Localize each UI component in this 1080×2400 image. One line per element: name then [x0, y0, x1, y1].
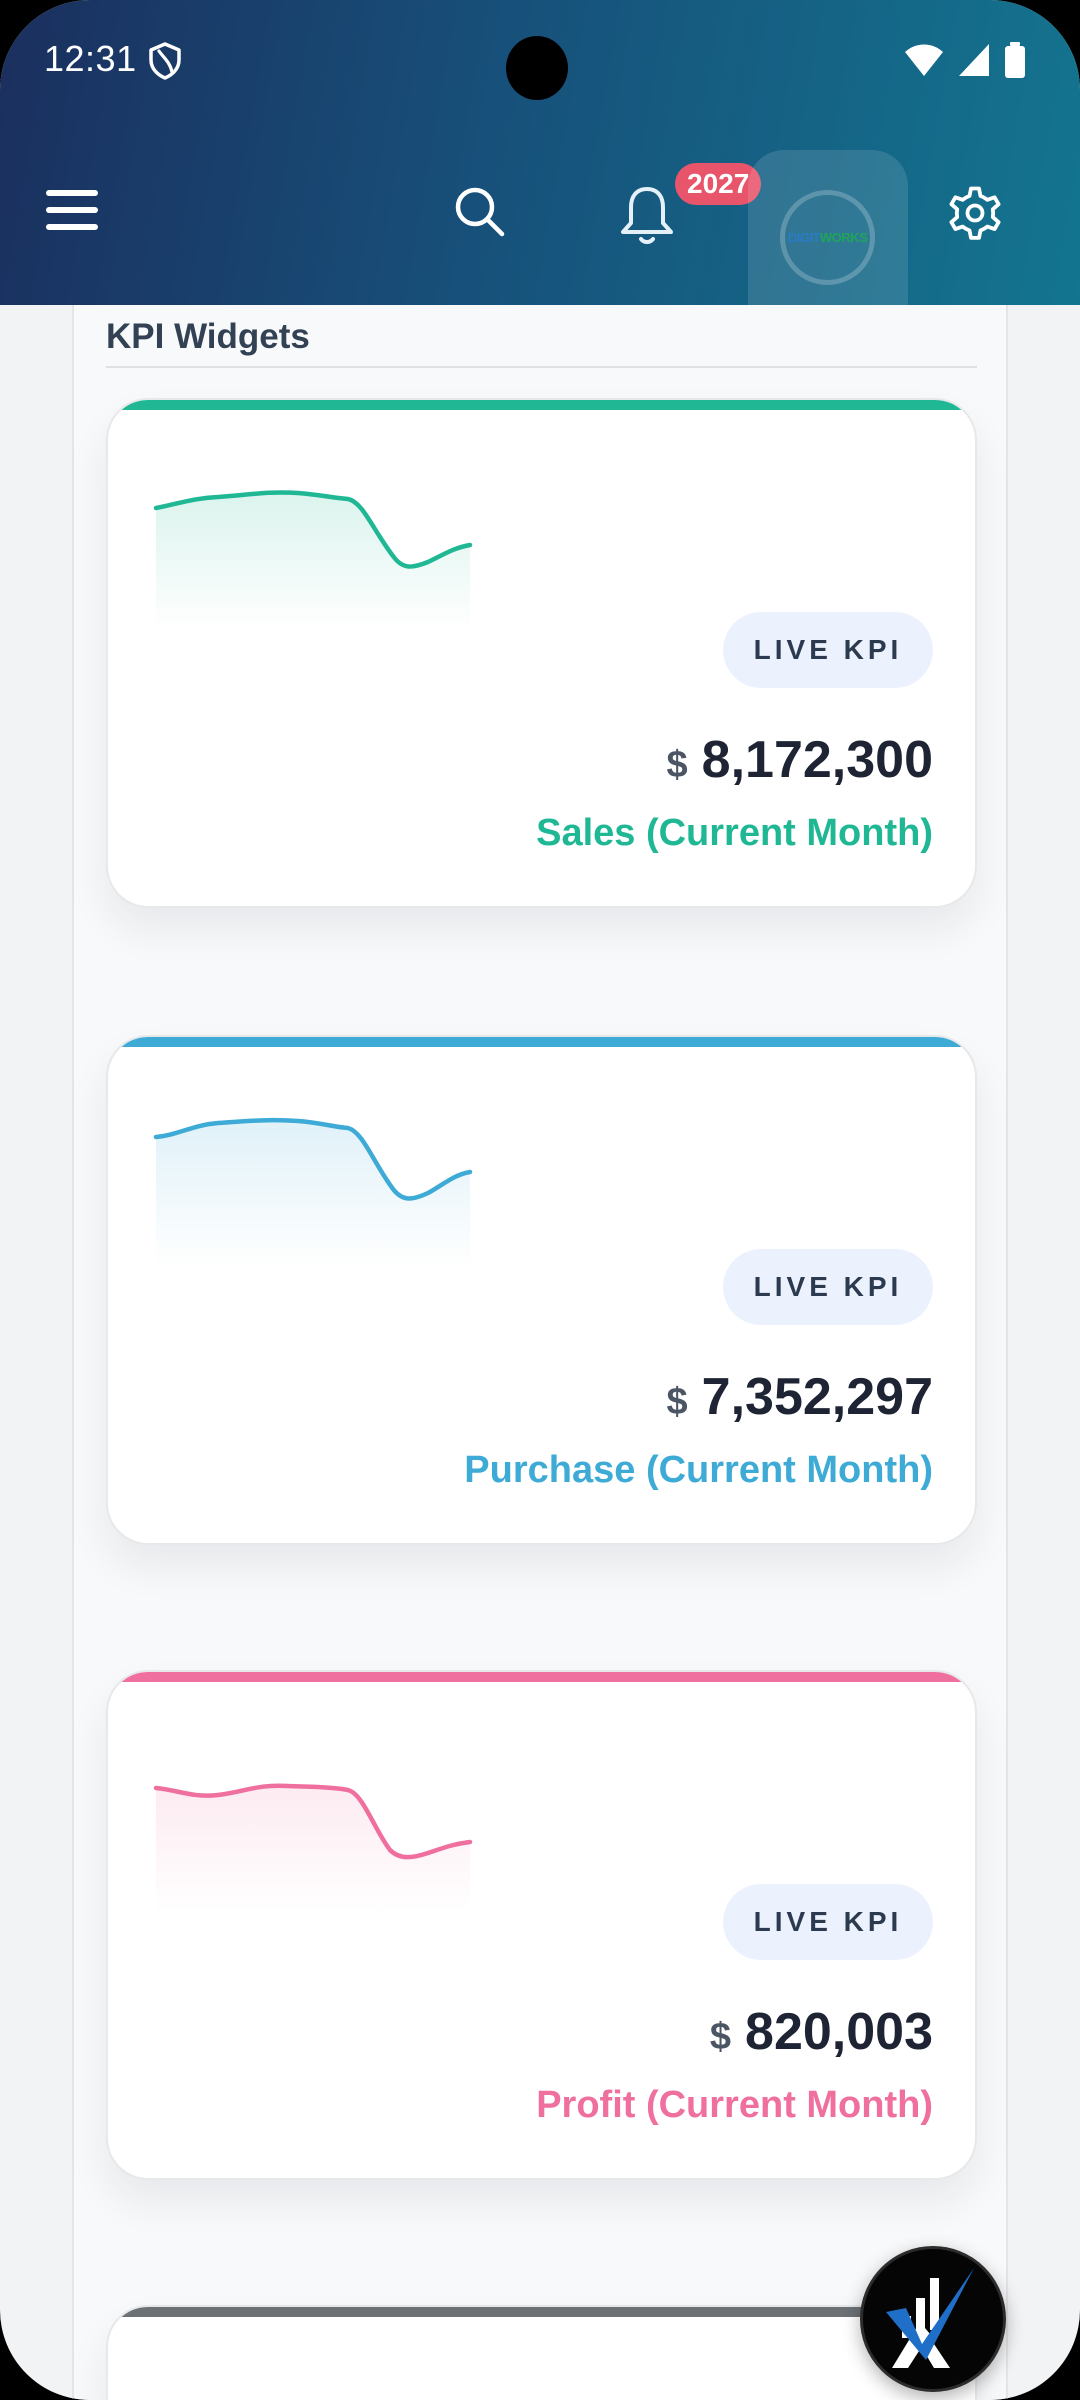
gear-icon [949, 186, 1001, 240]
app-logo-fab[interactable] [860, 2246, 1006, 2392]
menu-icon [46, 190, 98, 230]
kpi-currency: $ [666, 744, 688, 786]
menu-button[interactable] [44, 180, 100, 240]
purchase-sparkline [153, 1117, 473, 1267]
profile-button[interactable]: DIGITWORKS [748, 150, 908, 305]
section-title: KPI Widgets [106, 317, 310, 356]
live-kpi-badge: LIVE KPI [723, 1249, 933, 1325]
notification-badge: 2027 [675, 163, 762, 205]
kpi-label: Profit (Current Month) [536, 2084, 933, 2126]
live-kpi-badge: LIVE KPI [723, 1884, 933, 1960]
status-time: 12:31 [44, 38, 137, 79]
kpi-panel: KPI Widgets LIVE KPI $ 8,172,300 Sale [72, 305, 1008, 2400]
app-header: 12:31 [0, 0, 1080, 305]
section-divider [106, 366, 977, 368]
signal-icon [959, 44, 989, 76]
sales-sparkline [153, 490, 473, 630]
avatar-logo: DIGITWORKS [787, 230, 868, 245]
kpi-card-profit[interactable]: LIVE KPI $ 820,003 Profit (Current Month… [106, 1670, 977, 2180]
card-accent [108, 1037, 975, 1047]
profit-sparkline [153, 1783, 473, 1912]
kpi-number: 7,352,297 [701, 1368, 933, 1426]
kpi-number: 8,172,300 [701, 731, 933, 789]
status-icons [904, 42, 1026, 78]
kpi-number: 820,003 [745, 2003, 933, 2061]
bell-icon [621, 187, 673, 244]
kpi-value: $ 7,352,297 [667, 1367, 933, 1427]
kpi-currency: $ [666, 1381, 688, 1423]
kpi-label: Purchase (Current Month) [464, 1449, 933, 1491]
avatar: DIGITWORKS [780, 190, 875, 285]
logo-check-icon [886, 2268, 974, 2368]
settings-button[interactable] [944, 180, 1006, 246]
wifi-icon [905, 44, 943, 76]
camera-cutout [506, 36, 568, 100]
search-button[interactable] [450, 182, 510, 242]
kpi-card-purchase[interactable]: LIVE KPI $ 7,352,297 Purchase (Current M… [106, 1035, 977, 1545]
kpi-value: $ 820,003 [710, 2002, 933, 2062]
live-kpi-badge: LIVE KPI [723, 612, 933, 688]
card-accent [108, 2307, 975, 2317]
search-icon [455, 187, 505, 237]
battery-icon [1005, 42, 1025, 78]
kpi-currency: $ [709, 2016, 732, 2058]
card-accent [108, 1672, 975, 1682]
card-accent [108, 400, 975, 410]
shield-icon [149, 42, 181, 80]
kpi-value: $ 8,172,300 [667, 730, 933, 790]
kpi-card-sales[interactable]: LIVE KPI $ 8,172,300 Sales (Current Mont… [106, 398, 977, 908]
notifications-button[interactable] [612, 180, 682, 250]
kpi-card-partial[interactable] [106, 2305, 977, 2400]
kpi-label: Sales (Current Month) [536, 812, 933, 854]
